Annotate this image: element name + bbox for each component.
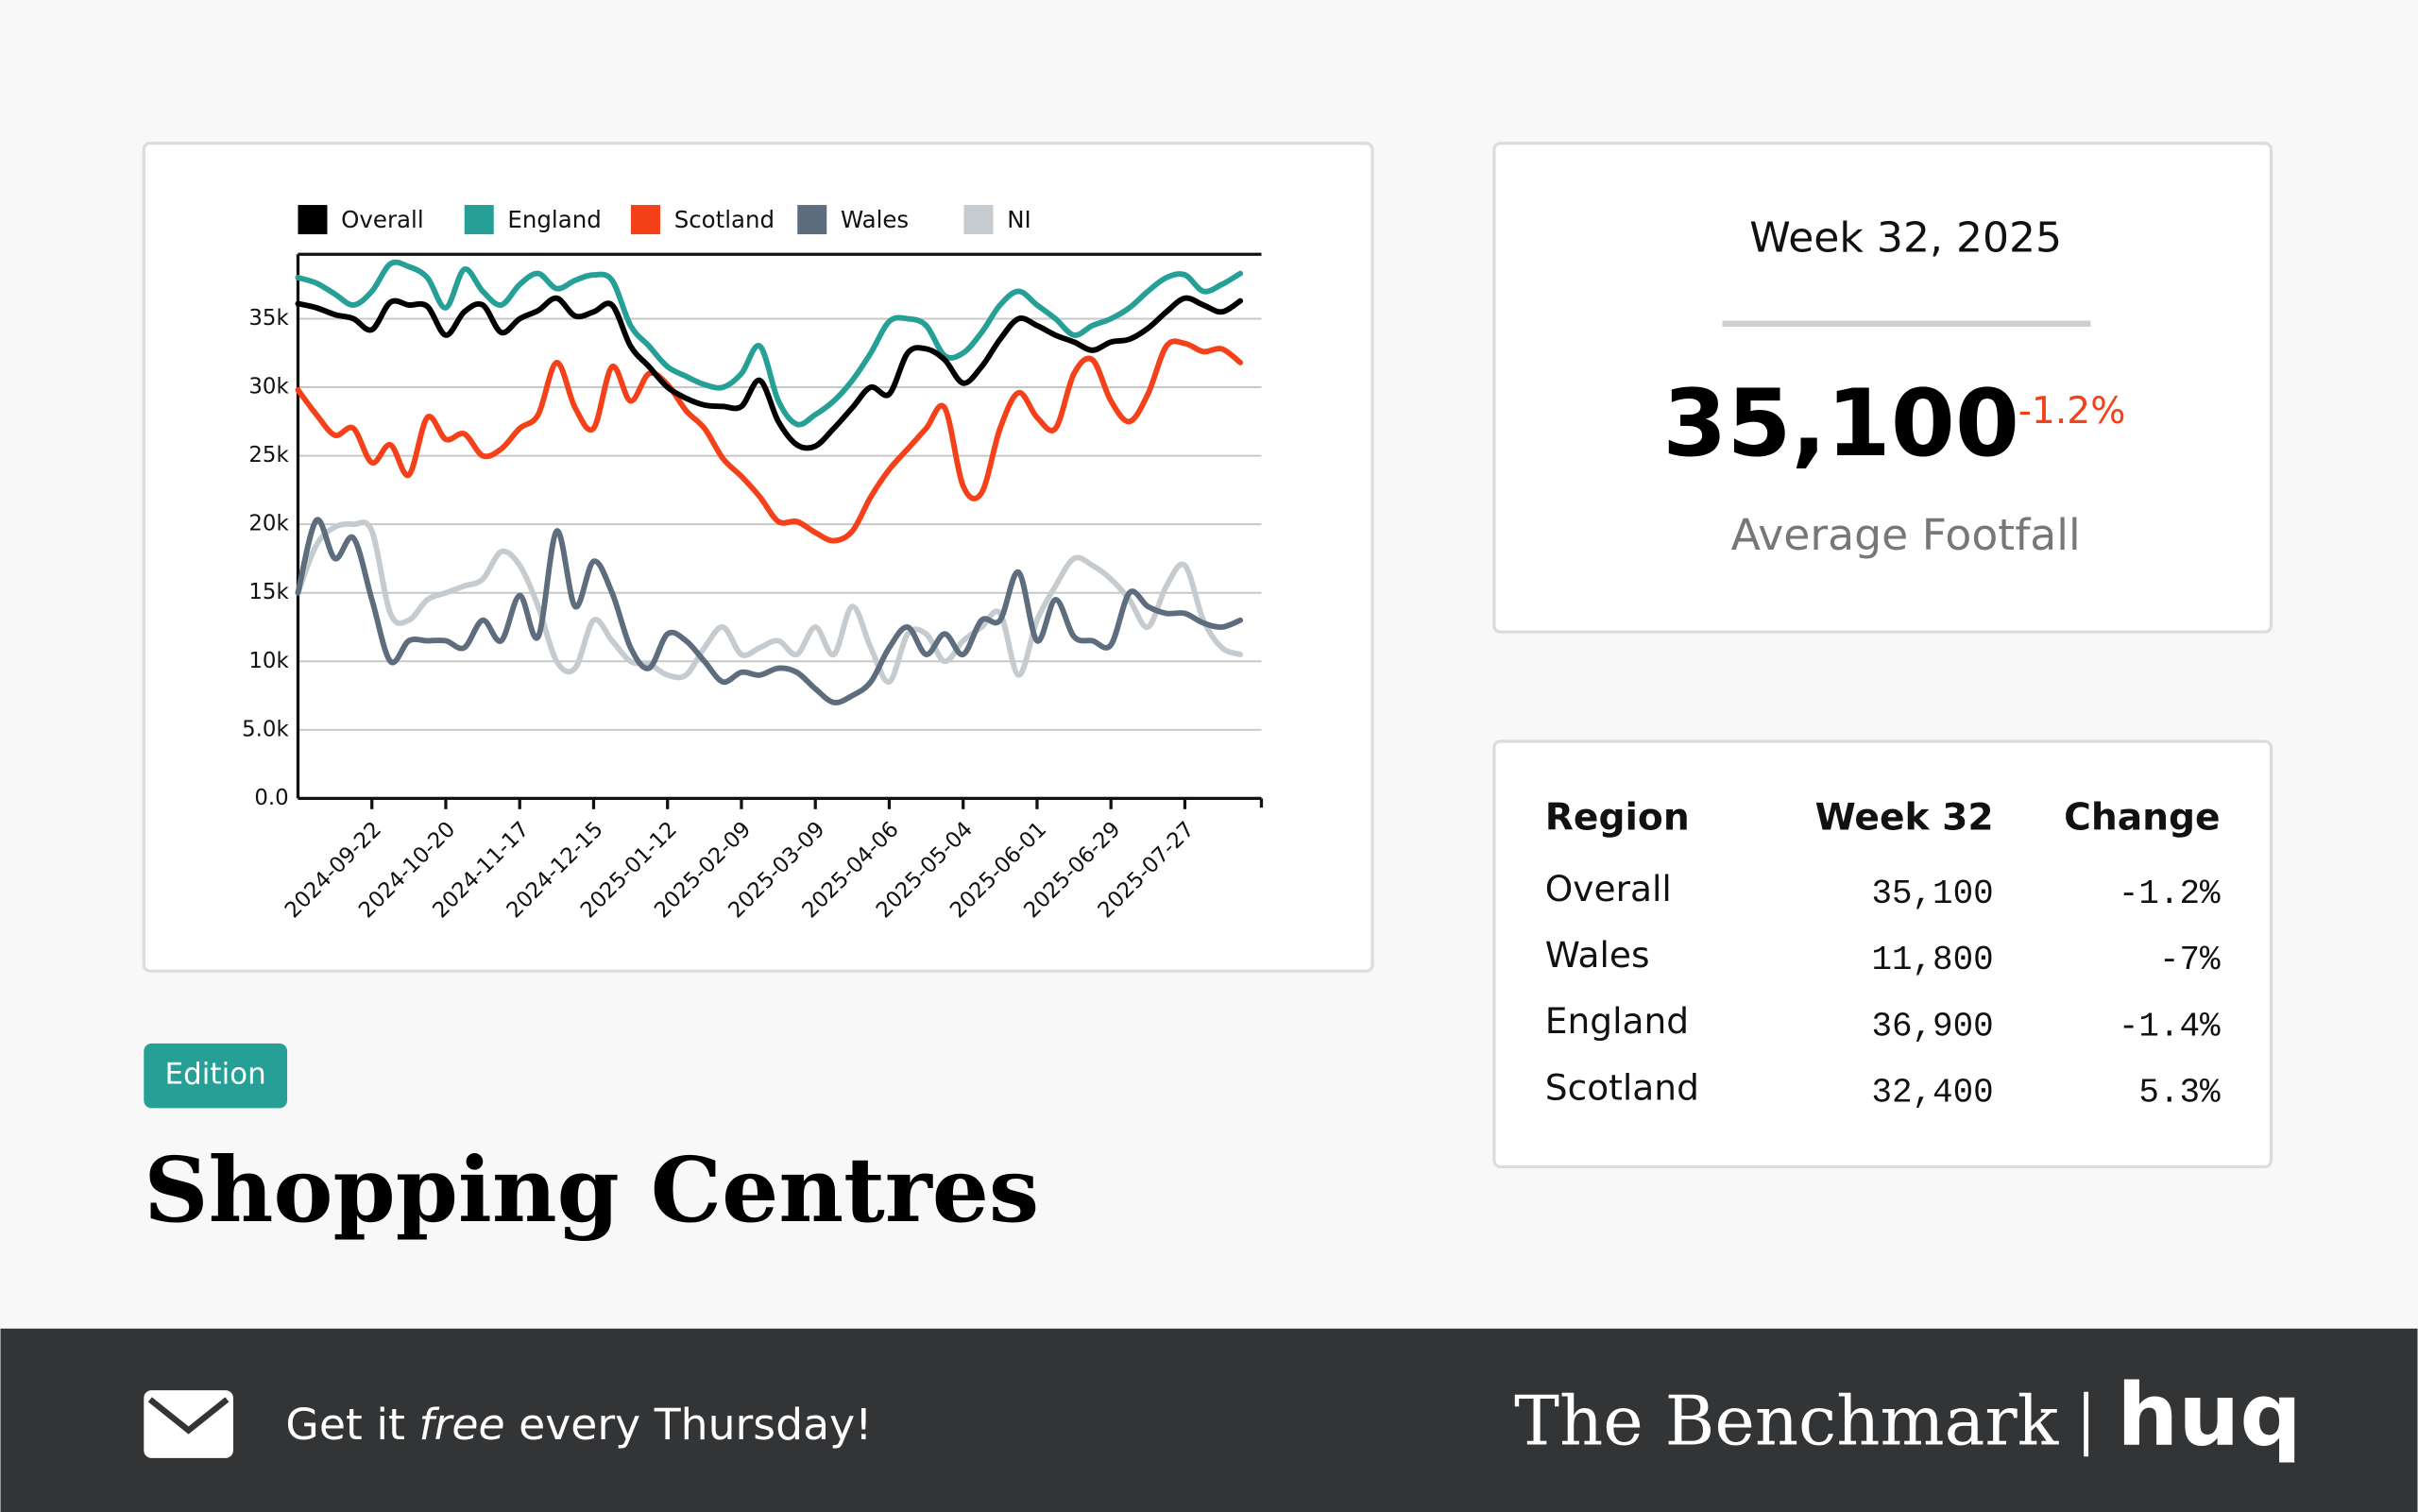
table-cell: 35,100 [1871, 875, 1993, 913]
edition-badge-text: Edition [165, 1058, 266, 1092]
legend-swatch [464, 205, 494, 235]
y-tick-label: 10k [248, 649, 289, 673]
table-cell: 5.3% [2138, 1074, 2221, 1113]
legend-label: England [507, 206, 601, 233]
kpi-card [1492, 142, 2273, 634]
table-cell: 11,800 [1871, 941, 1993, 979]
table-cell: -7% [2159, 941, 2221, 979]
series-line [295, 519, 1244, 685]
page-title: Shopping Centres [144, 1138, 1039, 1243]
series-line [295, 517, 1244, 705]
table-header: Week 32 [1815, 797, 1994, 840]
legend-label: Scotland [674, 206, 775, 233]
y-tick-label: 5.0k [242, 717, 289, 741]
y-tick-label: 25k [248, 443, 289, 467]
legend-label: NI [1007, 206, 1031, 233]
table-header: Region [1545, 797, 1690, 840]
table-cell: Scotland [1545, 1066, 1699, 1108]
mail-icon [144, 1390, 233, 1458]
footer-cta[interactable]: Get it free every Thursday! [285, 1400, 872, 1450]
table-cell: 32,400 [1871, 1074, 1993, 1113]
kpi-label: Average Footfall [1731, 510, 2081, 560]
legend-swatch [797, 205, 827, 235]
cta-text: every Thursday! [505, 1400, 873, 1450]
table-header: Change [2064, 797, 2221, 840]
kpi-period: Week 32, 2025 [1749, 214, 2062, 263]
legend-swatch [963, 205, 994, 235]
y-tick-label: 0.0 [254, 786, 288, 810]
edition-badge [144, 1043, 288, 1109]
kpi-change: -1.2% [2018, 390, 2126, 433]
table-cell: 36,900 [1871, 1007, 1993, 1045]
chart-card [142, 142, 1374, 973]
y-tick-label: 15k [248, 580, 289, 604]
brand-name: The Benchmark [1514, 1382, 2059, 1461]
legend-label: Overall [341, 206, 423, 233]
footer-bar [0, 1328, 2418, 1512]
table-cell: England [1545, 1000, 1689, 1042]
cta-text: Get it [285, 1400, 418, 1450]
cta-text: free [419, 1400, 505, 1450]
table-cell: -1.4% [2119, 1007, 2221, 1045]
legend-swatch [298, 205, 328, 235]
brand-logo: huq [2117, 1365, 2302, 1466]
y-tick-label: 35k [248, 306, 289, 331]
y-tick-label: 30k [248, 375, 289, 399]
series-line [295, 338, 1244, 544]
table-cell: -1.2% [2119, 875, 2221, 913]
legend-label: Wales [841, 206, 909, 233]
series-line [295, 259, 1244, 428]
legend-swatch [630, 205, 661, 235]
y-tick-label: 20k [248, 512, 289, 536]
table-cell: Overall [1545, 868, 1672, 909]
series-line [295, 295, 1244, 451]
region-table: Region Week 32 Change Overall 35,100 -1.… [1545, 797, 2221, 1113]
kpi-value: 35,100 [1662, 370, 2019, 478]
table-cell: Wales [1545, 934, 1650, 976]
table-card [1492, 739, 2273, 1169]
